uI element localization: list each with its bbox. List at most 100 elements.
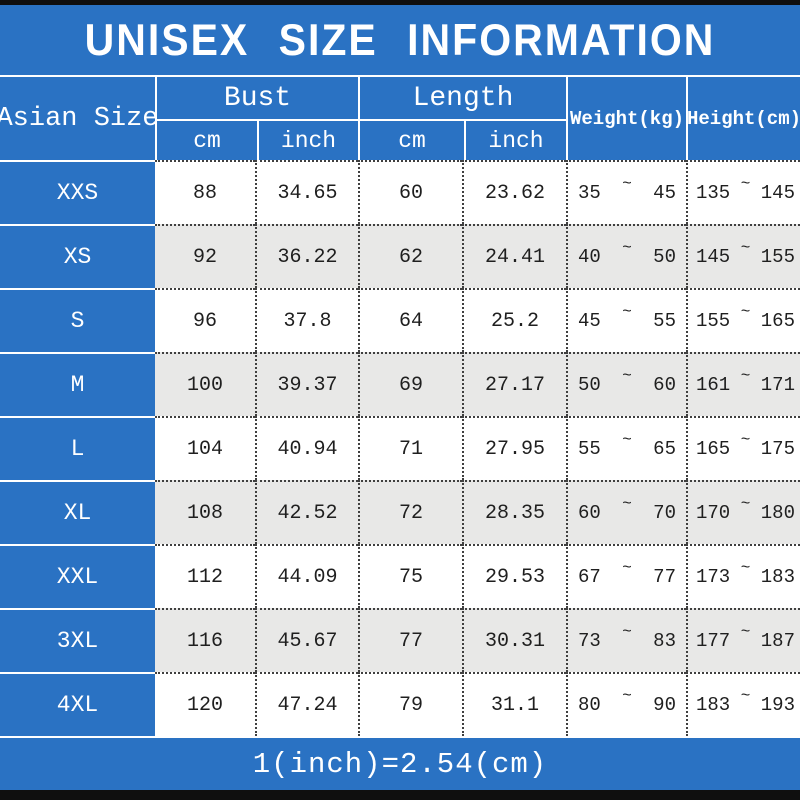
length-inch-value: 25.2 bbox=[462, 288, 566, 352]
bust-cm-value: 108 bbox=[155, 480, 255, 544]
weight-min: 67 bbox=[578, 566, 601, 588]
length-cm-value: 60 bbox=[358, 160, 462, 224]
weight-range: 67 ~ 77 bbox=[566, 544, 686, 608]
length-inch-value: 30.31 bbox=[462, 608, 566, 672]
tilde-separator: ~ bbox=[622, 175, 632, 193]
tilde-separator: ~ bbox=[740, 367, 751, 385]
weight-range: 55 ~ 65 bbox=[566, 416, 686, 480]
bust-inch-value: 34.65 bbox=[255, 160, 358, 224]
height-min: 155 bbox=[696, 310, 731, 332]
weight-range: 73 ~ 83 bbox=[566, 608, 686, 672]
table-row-xl: XL 108 42.52 72 28.35 60 ~ 70 170 ~ 180 bbox=[0, 480, 800, 544]
height-min: 161 bbox=[696, 374, 731, 396]
weight-min: 35 bbox=[578, 182, 601, 204]
height-max: 180 bbox=[760, 502, 795, 524]
table-row-3xl: 3XL 116 45.67 77 30.31 73 ~ 83 177 ~ 187 bbox=[0, 608, 800, 672]
conversion-footer: 1(inch)=2.54(cm) bbox=[0, 736, 800, 790]
table-header: Asian Size Bust cm inch Length cm inch W… bbox=[0, 77, 800, 160]
tilde-separator: ~ bbox=[622, 687, 632, 705]
header-weight: Weight(kg) bbox=[566, 77, 686, 160]
height-min: 173 bbox=[696, 566, 731, 588]
size-label: XS bbox=[0, 224, 155, 288]
length-cm-value: 75 bbox=[358, 544, 462, 608]
size-label: XXL bbox=[0, 544, 155, 608]
tilde-separator: ~ bbox=[740, 559, 751, 577]
tilde-separator: ~ bbox=[622, 239, 632, 257]
length-cm-value: 62 bbox=[358, 224, 462, 288]
bust-cm-value: 104 bbox=[155, 416, 255, 480]
length-cm-value: 77 bbox=[358, 608, 462, 672]
table-row-xxs: XXS 88 34.65 60 23.62 35 ~ 45 135 ~ 145 bbox=[0, 160, 800, 224]
length-cm-value: 64 bbox=[358, 288, 462, 352]
table-row-xs: XS 92 36.22 62 24.41 40 ~ 50 145 ~ 155 bbox=[0, 224, 800, 288]
chart-title: UNISEX SIZE INFORMATION bbox=[84, 14, 716, 65]
tilde-separator: ~ bbox=[740, 495, 751, 513]
height-max: 183 bbox=[760, 566, 795, 588]
height-max: 187 bbox=[760, 630, 795, 652]
weight-range: 50 ~ 60 bbox=[566, 352, 686, 416]
height-range: 183 ~ 193 bbox=[686, 672, 800, 736]
header-length-cm: cm bbox=[398, 127, 426, 154]
tilde-separator: ~ bbox=[622, 431, 632, 449]
height-max: 155 bbox=[760, 246, 795, 268]
height-max: 193 bbox=[760, 694, 795, 716]
weight-min: 80 bbox=[578, 694, 601, 716]
table-body: XXS 88 34.65 60 23.62 35 ~ 45 135 ~ 145 … bbox=[0, 160, 800, 736]
tilde-separator: ~ bbox=[740, 175, 751, 193]
bust-cm-value: 112 bbox=[155, 544, 255, 608]
weight-max: 50 bbox=[653, 246, 676, 268]
bust-cm-value: 120 bbox=[155, 672, 255, 736]
bust-inch-value: 37.8 bbox=[255, 288, 358, 352]
height-min: 135 bbox=[696, 182, 731, 204]
tilde-separator: ~ bbox=[740, 623, 751, 641]
bust-inch-value: 45.67 bbox=[255, 608, 358, 672]
tilde-separator: ~ bbox=[622, 559, 632, 577]
bust-inch-value: 39.37 bbox=[255, 352, 358, 416]
height-range: 145 ~ 155 bbox=[686, 224, 800, 288]
table-row-m: M 100 39.37 69 27.17 50 ~ 60 161 ~ 171 bbox=[0, 352, 800, 416]
height-range: 170 ~ 180 bbox=[686, 480, 800, 544]
weight-min: 50 bbox=[578, 374, 601, 396]
weight-max: 83 bbox=[653, 630, 676, 652]
weight-max: 70 bbox=[653, 502, 676, 524]
length-cm-value: 69 bbox=[358, 352, 462, 416]
size-label: 3XL bbox=[0, 608, 155, 672]
weight-range: 80 ~ 90 bbox=[566, 672, 686, 736]
size-label: XXS bbox=[0, 160, 155, 224]
tilde-separator: ~ bbox=[622, 367, 632, 385]
header-bust: Bust bbox=[157, 77, 358, 121]
bust-cm-value: 92 bbox=[155, 224, 255, 288]
length-inch-value: 23.62 bbox=[462, 160, 566, 224]
height-max: 171 bbox=[760, 374, 795, 396]
height-min: 183 bbox=[696, 694, 731, 716]
conversion-note: 1(inch)=2.54(cm) bbox=[252, 747, 548, 781]
height-max: 145 bbox=[760, 182, 795, 204]
tilde-separator: ~ bbox=[740, 687, 751, 705]
header-bust-cm: cm bbox=[193, 127, 221, 154]
header-bust-group: Bust cm inch bbox=[155, 77, 358, 160]
weight-max: 60 bbox=[653, 374, 676, 396]
tilde-separator: ~ bbox=[740, 431, 751, 449]
height-range: 155 ~ 165 bbox=[686, 288, 800, 352]
height-range: 135 ~ 145 bbox=[686, 160, 800, 224]
tilde-separator: ~ bbox=[622, 495, 632, 513]
size-label: L bbox=[0, 416, 155, 480]
height-range: 161 ~ 171 bbox=[686, 352, 800, 416]
size-label: M bbox=[0, 352, 155, 416]
tilde-separator: ~ bbox=[740, 239, 751, 257]
header-bust-inch: inch bbox=[257, 121, 358, 160]
bust-cm-value: 100 bbox=[155, 352, 255, 416]
weight-range: 40 ~ 50 bbox=[566, 224, 686, 288]
weight-range: 45 ~ 55 bbox=[566, 288, 686, 352]
table-row-s: S 96 37.8 64 25.2 45 ~ 55 155 ~ 165 bbox=[0, 288, 800, 352]
weight-min: 55 bbox=[578, 438, 601, 460]
title-bar: UNISEX SIZE INFORMATION bbox=[0, 5, 800, 77]
height-max: 175 bbox=[760, 438, 795, 460]
bust-cm-value: 96 bbox=[155, 288, 255, 352]
length-inch-value: 27.95 bbox=[462, 416, 566, 480]
table-row-4xl: 4XL 120 47.24 79 31.1 80 ~ 90 183 ~ 193 bbox=[0, 672, 800, 736]
weight-min: 40 bbox=[578, 246, 601, 268]
bust-inch-value: 44.09 bbox=[255, 544, 358, 608]
height-max: 165 bbox=[760, 310, 795, 332]
weight-max: 65 bbox=[653, 438, 676, 460]
